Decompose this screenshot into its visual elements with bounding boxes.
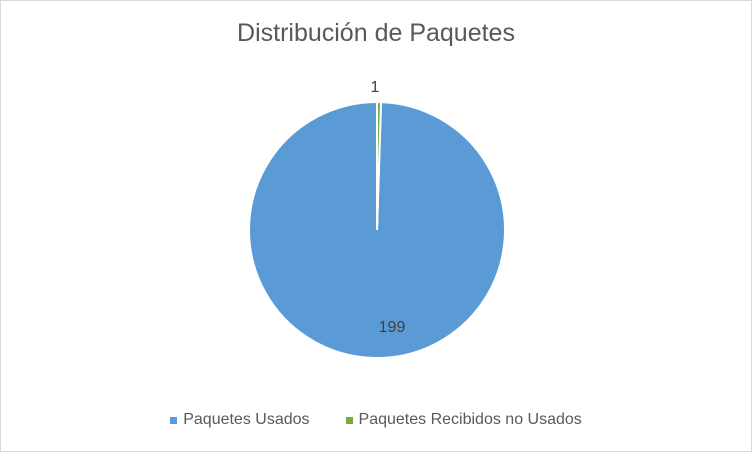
legend-item-1: Paquetes Usados — [170, 411, 310, 429]
legend-label-1: Paquetes Usados — [183, 411, 310, 428]
legend-swatch-2 — [345, 416, 353, 424]
pie-slice-2 — [376, 100, 383, 231]
data-label-2: 1 — [371, 79, 380, 96]
legend-item-2: Paquetes Recibidos no Usados — [345, 411, 582, 429]
chart-title: Distribución de Paquetes — [237, 19, 515, 47]
legend-swatch-1 — [170, 416, 178, 424]
legend-label-2: Paquetes Recibidos no Usados — [358, 411, 582, 428]
legend: Paquetes Usados Paquetes Recibidos no Usa… — [1, 411, 751, 429]
data-label-1: 199 — [379, 319, 406, 336]
